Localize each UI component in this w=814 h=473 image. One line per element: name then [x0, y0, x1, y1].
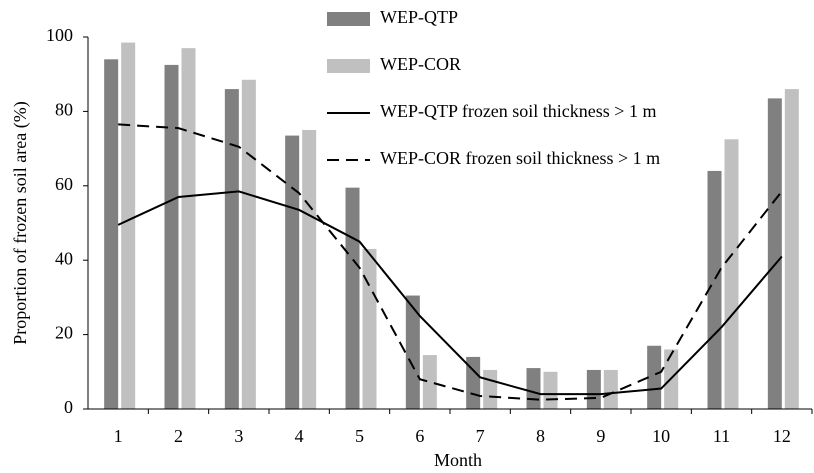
bar [586, 369, 601, 409]
bar [543, 371, 558, 409]
x-tick-label: 10 [652, 426, 670, 446]
legend-label: WEP-COR frozen soil thickness > 1 m [380, 148, 660, 168]
bar [241, 79, 256, 409]
bar [707, 170, 722, 409]
x-tick-label: 3 [234, 426, 243, 446]
x-axis-title: Month [434, 450, 482, 470]
legend-swatch [327, 59, 370, 73]
y-tick-label: 20 [55, 323, 73, 343]
x-tick-label: 7 [476, 426, 485, 446]
y-axis-title: Proportion of frozen soil area (%) [10, 101, 31, 344]
bar [362, 249, 377, 409]
y-tick-label: 100 [46, 25, 73, 45]
bar [285, 135, 300, 409]
y-tick-label: 0 [64, 397, 73, 417]
legend-label: WEP-QTP frozen soil thickness > 1 m [380, 101, 656, 121]
bar [345, 187, 360, 409]
x-tick-label: 4 [295, 426, 304, 446]
bar [405, 295, 420, 409]
bar [526, 368, 541, 409]
bar [104, 59, 119, 409]
bar [647, 345, 662, 409]
legend-label: WEP-QTP [380, 7, 458, 27]
bar [302, 130, 317, 409]
x-tick-label: 2 [174, 426, 183, 446]
y-tick-label: 60 [55, 174, 73, 194]
y-tick-label: 40 [55, 248, 73, 268]
bar [422, 355, 437, 409]
legend-label: WEP-COR [380, 54, 461, 74]
line [118, 123, 783, 401]
legend-swatch [327, 12, 370, 26]
bar [224, 89, 239, 409]
x-tick-label: 5 [355, 426, 364, 446]
x-tick-label: 12 [773, 426, 791, 446]
x-tick-label: 11 [713, 426, 730, 446]
bar [181, 48, 196, 409]
x-tick-label: 8 [536, 426, 545, 446]
bar [724, 139, 739, 410]
bar [603, 369, 618, 409]
bar [784, 89, 799, 409]
x-tick-label: 1 [114, 426, 123, 446]
x-tick-label: 9 [596, 426, 605, 446]
y-tick-label: 80 [55, 100, 73, 120]
bar [164, 64, 179, 410]
x-tick-label: 6 [415, 426, 424, 446]
line [117, 190, 783, 396]
bar [767, 98, 782, 409]
bar [121, 42, 136, 410]
bar [483, 369, 498, 409]
